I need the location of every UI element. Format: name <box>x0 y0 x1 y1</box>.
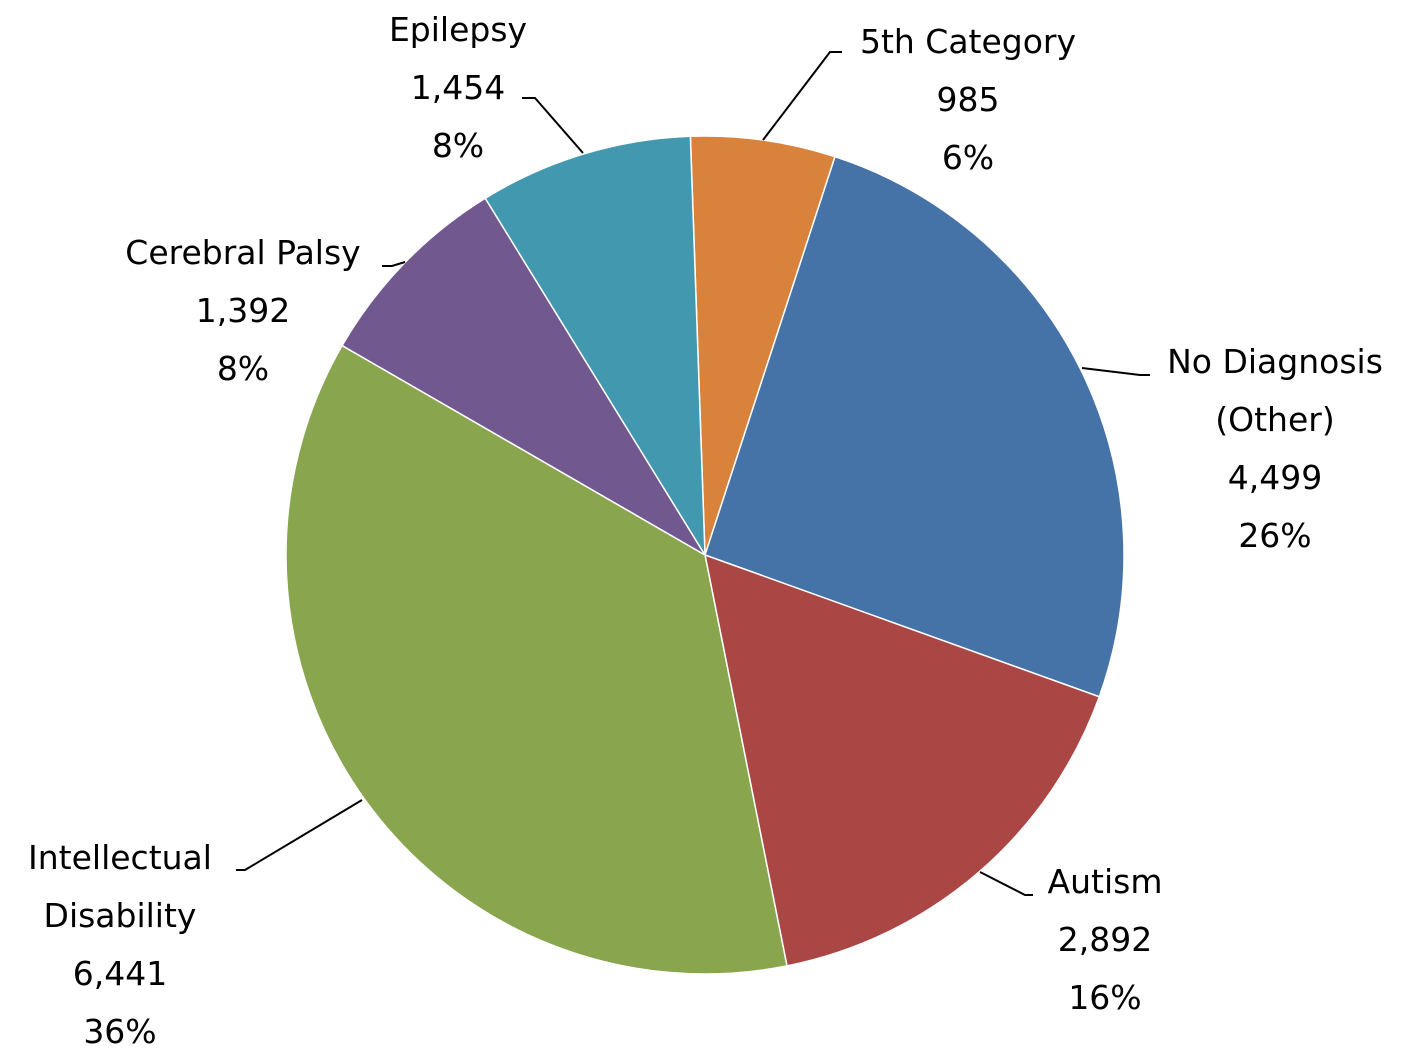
label-name: No Diagnosis (Other) <box>1167 342 1383 439</box>
slice <box>704 553 1101 967</box>
slices <box>285 135 1125 975</box>
label-name: Epilepsy <box>388 10 528 49</box>
label-percent: 26% <box>1238 516 1312 555</box>
slice <box>704 155 1125 698</box>
data-label: Intellectual Disability 6,441 36% <box>3 829 238 1061</box>
label-name: 5th Category <box>859 22 1077 61</box>
data-label: 5th Category 985 6% <box>818 13 1118 187</box>
label-value: 1,392 <box>195 291 291 330</box>
label-value: 1,454 <box>410 68 506 107</box>
label-name: Intellectual Disability <box>28 838 212 935</box>
leader-line <box>1081 367 1150 376</box>
slice <box>285 344 788 975</box>
label-name: Cerebral Palsy <box>125 233 361 272</box>
data-label: No Diagnosis (Other) 4,499 26% <box>1140 333 1408 565</box>
label-percent: 8% <box>431 126 485 165</box>
leader-line <box>382 261 406 267</box>
data-label: Cerebral Palsy 1,392 8% <box>93 224 393 398</box>
leader-line <box>979 871 1033 896</box>
data-label: Epilepsy 1,454 8% <box>358 1 558 175</box>
label-value: 6,441 <box>72 954 168 993</box>
slice <box>484 135 706 558</box>
label-percent: 8% <box>216 349 270 388</box>
leader-lines <box>236 51 1150 896</box>
label-name: Autism <box>1047 862 1163 901</box>
label-percent: 16% <box>1068 978 1142 1017</box>
label-value: 2,892 <box>1057 920 1153 959</box>
label-percent: 36% <box>83 1012 157 1051</box>
label-value: 985 <box>936 80 1000 119</box>
label-percent: 6% <box>941 138 995 177</box>
data-label: Autism 2,892 16% <box>1005 853 1205 1027</box>
leader-line <box>762 51 842 141</box>
leader-line <box>522 97 584 154</box>
leader-line <box>236 799 363 871</box>
label-value: 4,499 <box>1227 458 1323 497</box>
